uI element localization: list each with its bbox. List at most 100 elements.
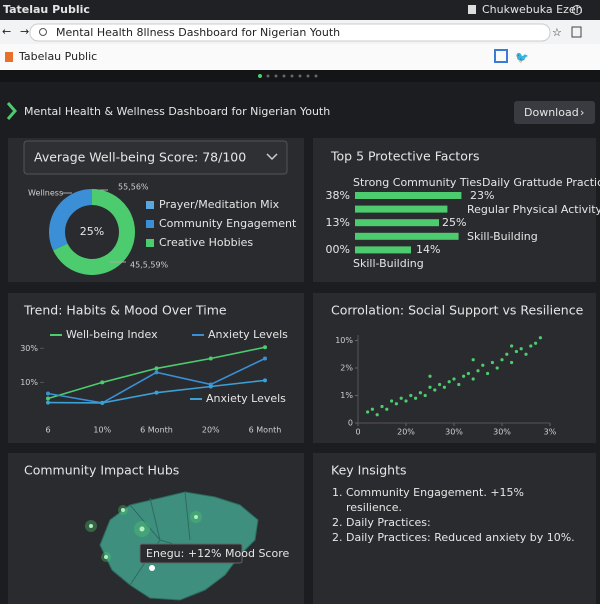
- tab-title[interactable]: Tabelau Public: [18, 50, 97, 63]
- bar: [355, 205, 448, 213]
- point: [263, 345, 267, 350]
- x-tick-label: 3%: [544, 428, 557, 437]
- tooltip: [139, 543, 243, 564]
- forward-button[interactable]: →: [20, 25, 29, 38]
- scatter-point: [428, 385, 432, 389]
- toolbar-icon[interactable]: 🐦: [515, 51, 529, 64]
- url: Mental Health 8llness Dashboard for Nige…: [56, 26, 340, 39]
- point: [100, 380, 105, 385]
- title-chevron: [6, 102, 17, 120]
- scatter-point: [486, 371, 490, 376]
- list-number: 1.: [332, 486, 343, 499]
- scatter-point: [538, 336, 543, 340]
- hub[interactable]: [149, 565, 155, 571]
- legend-swatch: [146, 201, 154, 209]
- download-chevron: ›: [580, 106, 584, 119]
- hub[interactable]: [89, 524, 93, 528]
- insight-text: Daily Practices: Reduced anxiety by 10%.: [346, 531, 575, 544]
- scatter-point: [481, 363, 485, 367]
- scatter-point: [505, 352, 509, 356]
- app-title: Tatelau Public: [3, 3, 90, 16]
- y-tick-label: 1%: [340, 391, 353, 400]
- hub[interactable]: [139, 526, 145, 532]
- dropdown-arrow: [266, 153, 278, 161]
- scatter-point: [457, 382, 461, 387]
- donut-annotation: 55,56%: [118, 183, 149, 192]
- list-number: 2.: [332, 531, 343, 544]
- point: [263, 356, 267, 361]
- x-tick-label: 6 Month: [140, 426, 173, 435]
- ext-icon[interactable]: [571, 26, 582, 38]
- hub[interactable]: [194, 515, 198, 519]
- legend-label: Well-being Index: [66, 328, 158, 341]
- back-button[interactable]: ←: [2, 25, 11, 38]
- donut-center: 25%: [80, 225, 104, 238]
- scatter-point: [510, 360, 514, 365]
- insight-text: Daily Practices:: [346, 516, 431, 529]
- legend-swatch: [146, 239, 154, 247]
- list-number: 2.: [332, 516, 343, 529]
- x-tick-label: 10%: [93, 426, 111, 435]
- bar-annotation: 25%: [442, 216, 466, 229]
- bar: [355, 192, 462, 199]
- scatter-point: [462, 374, 466, 378]
- x-tick-label: 6 Month: [249, 426, 282, 435]
- scatter-point: [399, 396, 403, 400]
- point: [100, 400, 105, 405]
- hub[interactable]: [121, 508, 125, 512]
- panel: [313, 293, 596, 443]
- scatter-point: [390, 399, 394, 403]
- wellbeing-title: Average Well-being Score: 78/100: [34, 150, 246, 165]
- scatter-point: [394, 402, 398, 406]
- scatter-point: [375, 413, 379, 417]
- scatter-point: [423, 393, 427, 398]
- point: [154, 366, 159, 371]
- bar-annotation: 13%: [326, 216, 350, 229]
- x-tick-label: 30%: [493, 428, 511, 437]
- panels: [8, 138, 596, 604]
- bar-annotation: Regular Physical Activity: [467, 203, 600, 216]
- point: [154, 370, 159, 375]
- scatter-point: [529, 344, 533, 348]
- donut-segment: [49, 189, 92, 251]
- bar-annotation: 14%: [416, 243, 440, 256]
- toolbar-icon[interactable]: [494, 49, 508, 63]
- bar-annotation: 38%: [326, 189, 350, 202]
- insights-title: Key Insights: [331, 463, 407, 478]
- tab-icon: [5, 52, 13, 62]
- y-tick-label: 10%: [20, 378, 38, 387]
- x-tick-label: 6: [45, 426, 50, 435]
- scatter-point: [471, 358, 475, 362]
- scatter-point: [490, 360, 494, 365]
- scatter-point: [404, 399, 408, 403]
- scatter-point: [471, 377, 475, 381]
- legend-label: Creative Hobbies: [159, 236, 253, 249]
- scatter-point: [495, 366, 499, 370]
- scatter-point: [414, 396, 418, 400]
- donut-annotation: Wellness: [28, 189, 63, 198]
- download-button[interactable]: [514, 101, 595, 124]
- bar-annotation: Skill-Building: [467, 230, 538, 243]
- legend-label: Prayer/Meditation Mix: [159, 198, 280, 211]
- dropdown[interactable]: [23, 140, 288, 175]
- user-name: Chukwebuka Ezeh: [482, 3, 583, 16]
- address-bar[interactable]: [29, 23, 551, 42]
- bar: [355, 232, 459, 240]
- trend-title: Trend: Habits & Mood Over Time: [23, 303, 227, 318]
- scatter-point: [409, 393, 413, 398]
- scatter-point: [524, 352, 528, 356]
- y-tick-label: 0: [348, 419, 353, 428]
- tab-row: [0, 44, 600, 70]
- menu-icon[interactable]: [572, 5, 582, 15]
- point: [263, 378, 267, 383]
- scatter-point: [514, 349, 519, 354]
- bar: [355, 219, 439, 227]
- star-icon[interactable]: ☆: [552, 26, 562, 39]
- y-tick-label: 30%: [20, 344, 38, 353]
- hub[interactable]: [104, 555, 108, 559]
- point: [46, 391, 50, 396]
- bar-annotation: Daily Grattude Practice: [482, 176, 600, 189]
- legend-label: Anxiety Levels: [206, 392, 286, 405]
- carousel-dots: [258, 74, 318, 78]
- user-icon: [468, 5, 476, 14]
